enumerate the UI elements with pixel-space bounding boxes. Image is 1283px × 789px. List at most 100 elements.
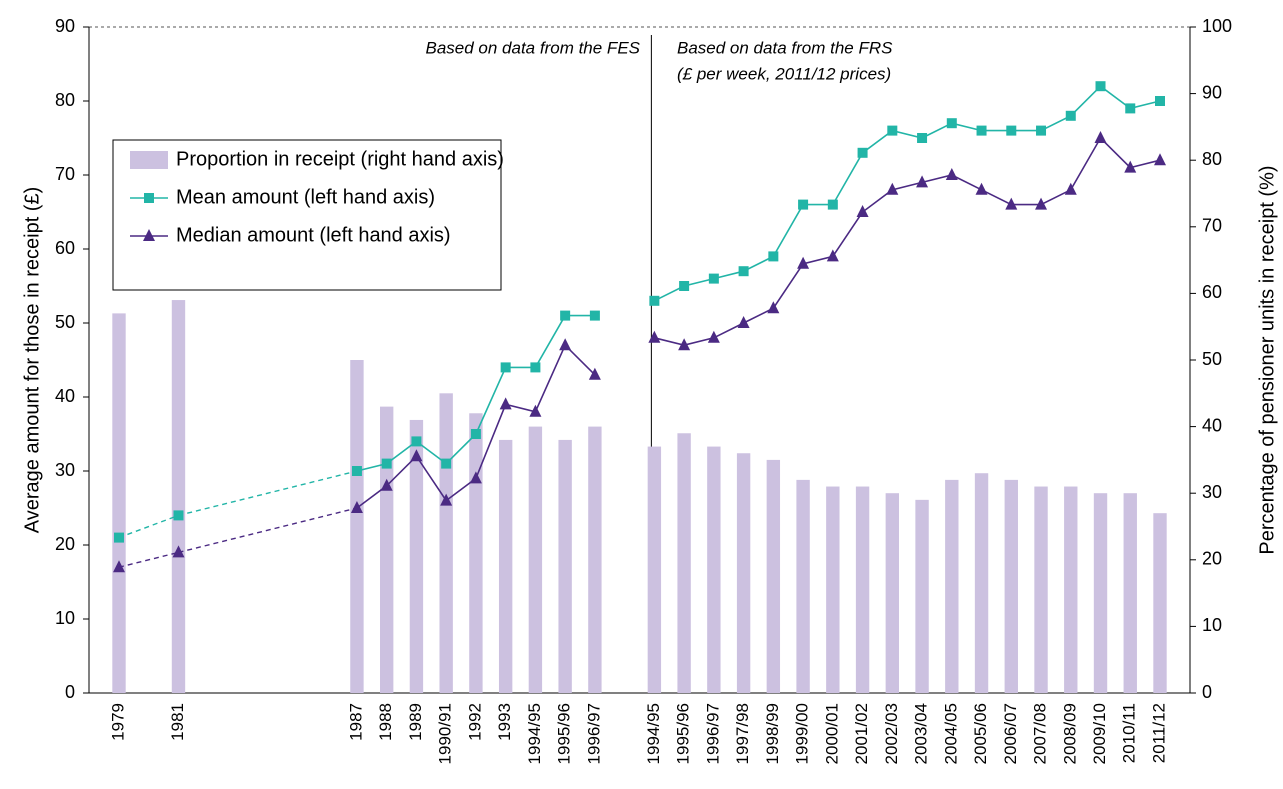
- marker: [886, 182, 899, 195]
- marker: [1006, 125, 1017, 136]
- marker: [678, 338, 691, 351]
- marker: [856, 205, 869, 217]
- bar: [1064, 486, 1078, 693]
- x-tick-label: 2009/10: [1090, 703, 1109, 764]
- y-tick-label: 60: [55, 238, 75, 258]
- x-tick-label: 2001/02: [852, 703, 871, 764]
- marker: [917, 133, 928, 143]
- legend-marker: [143, 229, 155, 241]
- line: [654, 136, 1161, 347]
- x-tick-label: 2003/04: [912, 703, 931, 764]
- bar: [528, 426, 543, 693]
- y2-tick-label: 50: [1202, 349, 1222, 369]
- marker: [1064, 182, 1077, 195]
- y2-tick-label: 80: [1202, 149, 1222, 169]
- bar: [498, 439, 513, 693]
- x-tick-label: 1994/95: [525, 703, 544, 764]
- x-tick-label: 1990/91: [436, 703, 455, 764]
- marker: [1095, 81, 1106, 92]
- marker: [440, 493, 453, 506]
- bar: [171, 300, 186, 693]
- marker: [1035, 197, 1048, 210]
- marker: [975, 182, 988, 195]
- marker: [797, 256, 810, 269]
- bar: [1153, 513, 1167, 693]
- bar: [1004, 479, 1018, 693]
- x-tick-label: 1995/96: [555, 703, 574, 764]
- x-tick-label: 1998/99: [763, 703, 782, 764]
- bar: [974, 473, 989, 693]
- x-tick-label: 2007/08: [1031, 703, 1050, 764]
- x-tick-label: 1997/98: [733, 703, 752, 764]
- marker: [679, 281, 690, 291]
- y2-tick-label: 100: [1202, 16, 1232, 36]
- marker: [470, 429, 481, 439]
- y2-tick-label: 30: [1202, 482, 1222, 502]
- y2-tick-label: 20: [1202, 549, 1222, 569]
- bar: [439, 393, 453, 693]
- gap-connector: [178, 470, 358, 517]
- y-tick-label: 30: [55, 460, 75, 480]
- legend-label: Proportion in receipt (right hand axis): [176, 148, 504, 170]
- marker: [768, 251, 779, 262]
- x-tick-label: 2005/06: [971, 703, 990, 764]
- y-tick-label: 40: [55, 386, 75, 406]
- marker: [441, 458, 452, 469]
- marker: [529, 404, 542, 417]
- marker: [1124, 160, 1137, 173]
- marker: [410, 449, 423, 462]
- bar: [409, 419, 424, 693]
- y2-tick-label: 90: [1202, 82, 1222, 102]
- marker: [1065, 110, 1076, 121]
- marker: [351, 466, 362, 476]
- marker: [350, 501, 363, 513]
- marker: [1155, 96, 1165, 106]
- marker: [1005, 197, 1018, 210]
- x-tick-label: 1989: [406, 703, 425, 741]
- marker: [737, 316, 750, 328]
- x-tick-label: 2010/11: [1120, 703, 1139, 763]
- gap-connector: [118, 514, 179, 539]
- marker: [857, 147, 868, 158]
- y2-axis-title: Percentage of pensioner units in receipt…: [1256, 165, 1278, 554]
- marker: [649, 295, 660, 306]
- marker: [976, 125, 987, 136]
- marker: [559, 338, 572, 351]
- bar: [588, 426, 602, 693]
- x-tick-label: 1979: [108, 703, 127, 741]
- marker: [114, 532, 124, 543]
- annotation: Based on data from the FRS: [677, 38, 893, 57]
- x-tick-label: 1987: [346, 703, 365, 741]
- bar: [707, 446, 721, 693]
- x-tick-label: 2000/01: [822, 703, 841, 764]
- bar: [469, 413, 483, 693]
- gap-connector: [178, 507, 358, 554]
- marker: [500, 362, 511, 373]
- marker: [945, 168, 958, 180]
- x-tick-label: 2011/12: [1149, 703, 1168, 763]
- y-tick-label: 0: [65, 682, 75, 702]
- y-tick-label: 50: [55, 312, 75, 332]
- bar: [558, 439, 572, 693]
- bar: [1034, 486, 1048, 693]
- x-tick-label: 1993: [495, 703, 514, 741]
- bar: [736, 453, 751, 693]
- marker: [469, 471, 482, 484]
- legend-swatch: [130, 151, 168, 169]
- gap-connector: [118, 551, 179, 568]
- y2-tick-label: 10: [1202, 615, 1222, 635]
- marker: [827, 199, 838, 210]
- marker: [411, 436, 422, 447]
- bar: [677, 433, 691, 693]
- marker: [380, 478, 393, 491]
- legend-label: Median amount (left hand axis): [176, 224, 451, 246]
- marker: [1094, 131, 1107, 143]
- bar: [350, 360, 364, 693]
- marker: [708, 273, 719, 284]
- annotation: (£ per week, 2011/12 prices): [677, 64, 891, 83]
- x-tick-label: 1995/96: [674, 703, 693, 764]
- x-tick-label: 2006/07: [1001, 703, 1020, 764]
- bar: [826, 486, 840, 693]
